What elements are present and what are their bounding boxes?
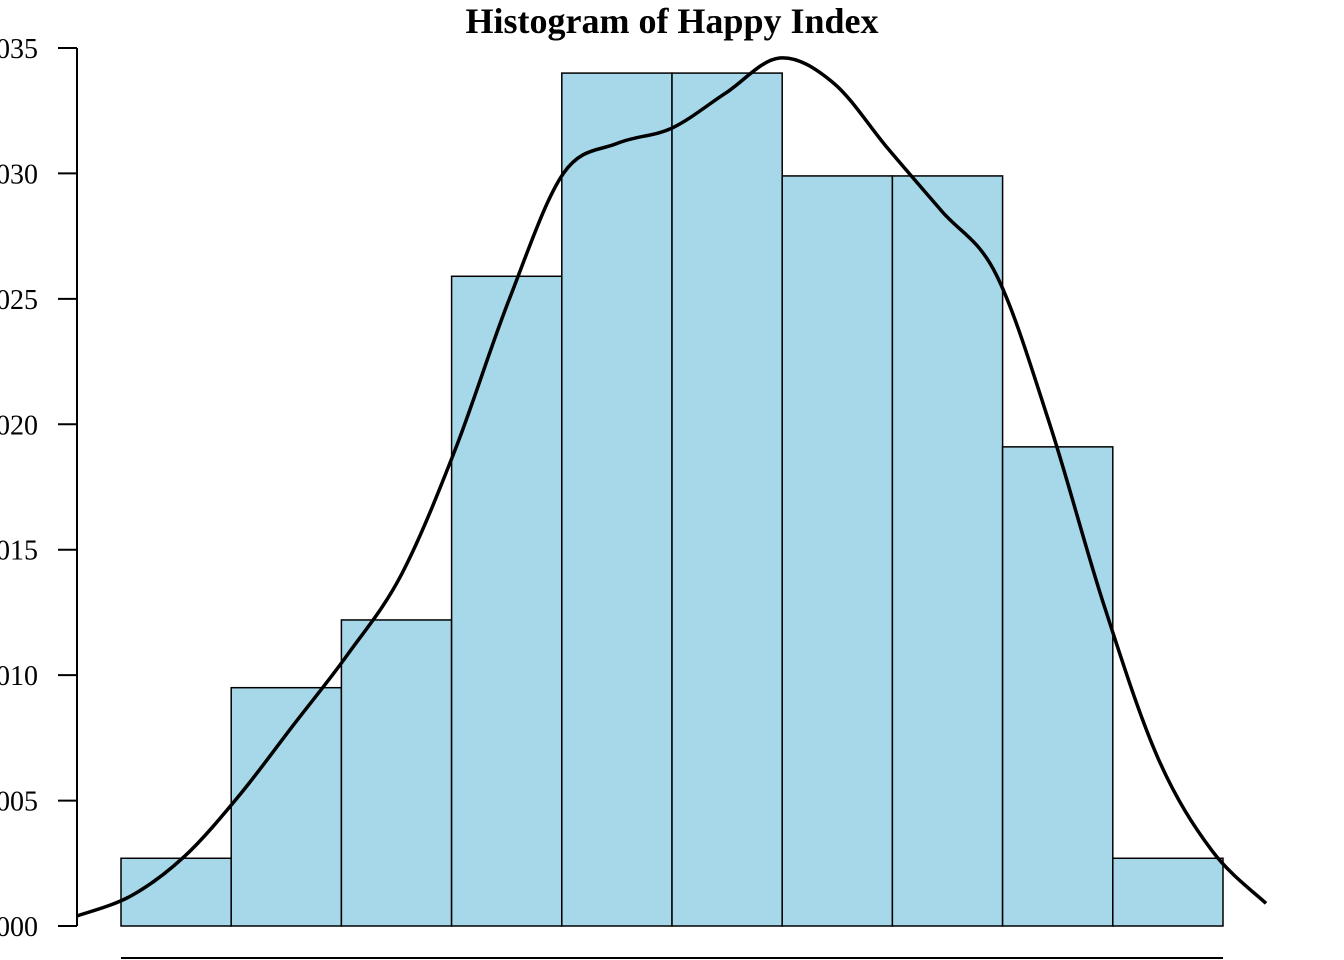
histogram-bar <box>781 175 894 927</box>
histogram-bar <box>561 72 673 927</box>
histogram-bar <box>671 72 783 927</box>
histogram-bar <box>1001 446 1114 927</box>
y-tick-label: 010 <box>0 661 38 692</box>
y-tick-label: 030 <box>0 159 38 190</box>
histogram-bar <box>891 175 1004 927</box>
histogram-bar <box>230 686 343 927</box>
histogram-bar <box>340 619 453 927</box>
density-curve <box>76 56 1268 918</box>
y-tick-label: 035 <box>0 34 38 65</box>
y-tick-label: 015 <box>0 536 38 567</box>
y-axis: 000 005 010 015 020 025 030 035 <box>0 34 78 943</box>
y-tick-label: 000 <box>0 912 38 943</box>
histogram-bar <box>450 275 563 927</box>
y-tick-label: 025 <box>0 285 38 316</box>
histogram-bars <box>120 72 1224 927</box>
chart-title: Histogram of Happy Index <box>465 1 878 41</box>
y-tick-label: 020 <box>0 410 38 441</box>
histogram-bar <box>1112 857 1224 927</box>
y-tick-label: 005 <box>0 787 38 818</box>
